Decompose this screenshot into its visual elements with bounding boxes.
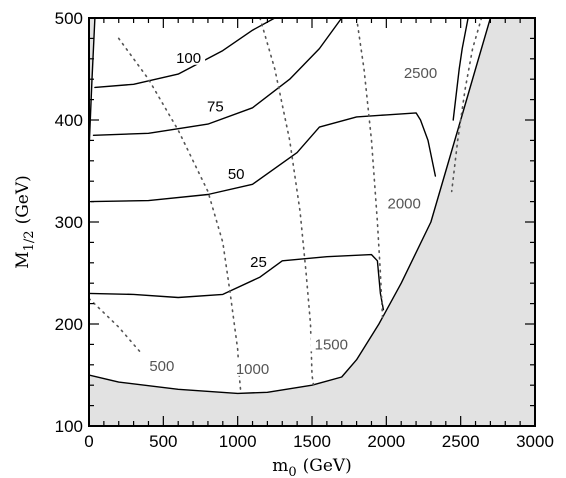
contour-label-background [246,251,271,269]
mass-label-2500: 2500 [404,65,437,82]
x-axis-symbol: m [272,456,288,476]
contour-label-background [224,164,249,182]
contour-label-background [383,193,426,211]
x-axis-unit: (GeV) [303,456,352,476]
cross-section-contour-75 [92,18,343,137]
axis-tick-labels: 0 500 1000 1500 2000 2500 3000 100 200 300 400 500 [55,9,554,451]
contour-label-background [145,355,179,373]
contour-label-background [203,96,228,114]
cross-section-label-75: 75 [207,99,224,116]
y-tick-label: 400 [55,111,83,130]
contour-label-background [172,47,206,65]
y-tick-label: 100 [55,417,83,436]
y-axis-symbol: M [13,251,33,268]
cross-section-label-25: 25 [250,254,267,271]
excluded-region-boundary [89,18,492,395]
contour-label-background [399,63,442,81]
mass-contour-2500 [450,18,483,193]
mass-label-1500: 1500 [315,336,348,353]
cross-section-label-100: 100 [176,50,201,67]
mass-contour-500 [89,297,144,356]
contour-label-layer: 100 75 50 25 500 1000 1500 2000 2500 [145,47,442,378]
excluded-region-layer [89,18,535,426]
x-axis-title: m0 (GeV) [272,456,352,478]
x-tick-label: 0 [84,432,93,451]
y-tick-label: 200 [55,315,83,334]
x-tick-label: 1500 [293,432,331,451]
cross-section-contour-unlabeled [452,18,469,121]
excluded-region [89,18,95,151]
x-axis-subscript: 0 [288,465,296,478]
mass-label-1000: 1000 [236,361,269,378]
x-tick-label: 3000 [516,432,554,451]
contour-label-background [310,334,353,352]
axis-ticks [88,17,536,427]
cross-section-label-50: 50 [228,166,245,183]
y-axis-title: M1/2 (GeV) [13,175,37,269]
contour-label-background [231,358,274,376]
excluded-region [89,18,535,426]
contour-line-layer [89,18,492,395]
cross-section-contour-50 [90,112,437,203]
y-tick-label: 300 [55,213,83,232]
mass-label-500: 500 [149,358,174,375]
x-tick-label: 2500 [442,432,480,451]
x-tick-label: 2000 [367,432,405,451]
mass-label-2000: 2000 [387,196,420,213]
y-tick-label: 500 [55,9,83,28]
x-tick-label: 500 [149,432,177,451]
y-axis-subscript: 1/2 [22,230,37,251]
cross-section-contour-25 [89,253,385,311]
mass-contour-1000 [117,37,242,392]
mass-contour-2000 [355,18,384,320]
x-tick-label: 1000 [219,432,257,451]
mass-contour-1500 [259,18,315,387]
y-axis-unit: (GeV) [13,175,33,224]
